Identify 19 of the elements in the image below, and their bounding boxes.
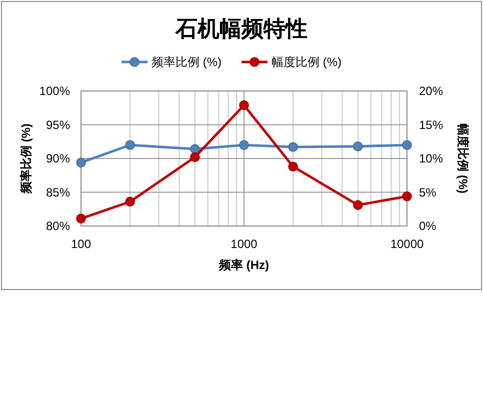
x-tick-label: 1000 (230, 237, 258, 251)
y2-tick-label: 10% (419, 152, 444, 166)
y-axis-title: 频率比例 (%) (19, 124, 33, 194)
y-tick-label: 90% (46, 152, 70, 166)
x-tick-label: 100 (70, 237, 92, 251)
legend-label: 频率比例 (%) (152, 55, 222, 70)
y2-tick-label: 5% (419, 185, 437, 200)
y2-tick-label: 20% (419, 84, 444, 98)
y2-axis-title: 幅度比例 (%) (456, 124, 470, 194)
y2-tick-label: 15% (419, 118, 444, 132)
y-tick-label: 100% (39, 84, 70, 98)
y-tick-label: 80% (46, 219, 70, 234)
x-axis-title: 频率 (Hz) (218, 258, 269, 272)
chart-title: 石机幅频特性 (174, 16, 308, 42)
x-tick-label: 10000 (390, 237, 424, 251)
legend-label: 幅度比例 (%) (272, 55, 342, 70)
y-tick-label: 95% (46, 118, 70, 132)
y-tick-label: 85% (46, 185, 70, 200)
y2-tick-label: 0% (419, 219, 437, 234)
